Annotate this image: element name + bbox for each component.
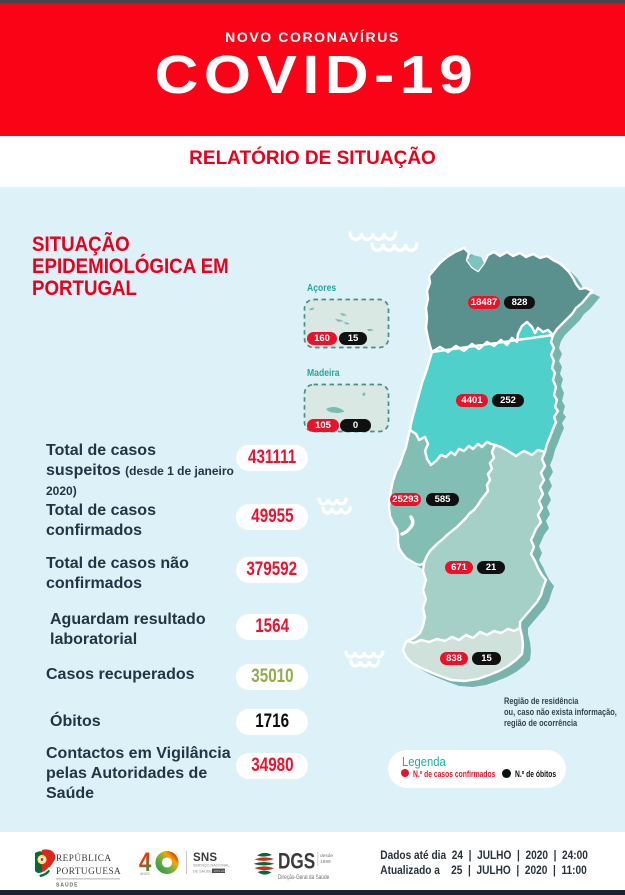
- svg-text:1899: 1899: [320, 859, 331, 865]
- svg-text:PORTUGUESA: PORTUGUESA: [56, 866, 121, 876]
- svg-text:DE SAÚDE: DE SAÚDE: [193, 869, 212, 874]
- svg-text:4: 4: [139, 850, 152, 876]
- svg-text:Direção-Geral da Saúde: Direção-Geral da Saúde: [278, 874, 329, 881]
- svg-text:SERVIÇO NACIONAL: SERVIÇO NACIONAL: [193, 864, 229, 868]
- svg-text:desde: desde: [320, 853, 333, 859]
- svg-text:SNS: SNS: [193, 852, 217, 864]
- svg-text:1979-2019: 1979-2019: [214, 869, 228, 873]
- svg-text:DGS: DGS: [278, 850, 315, 874]
- svg-text:ANOS: ANOS: [140, 872, 150, 876]
- svg-text:SAÚDE: SAÚDE: [56, 882, 79, 889]
- svg-text:REPÚBLICA: REPÚBLICA: [56, 853, 112, 863]
